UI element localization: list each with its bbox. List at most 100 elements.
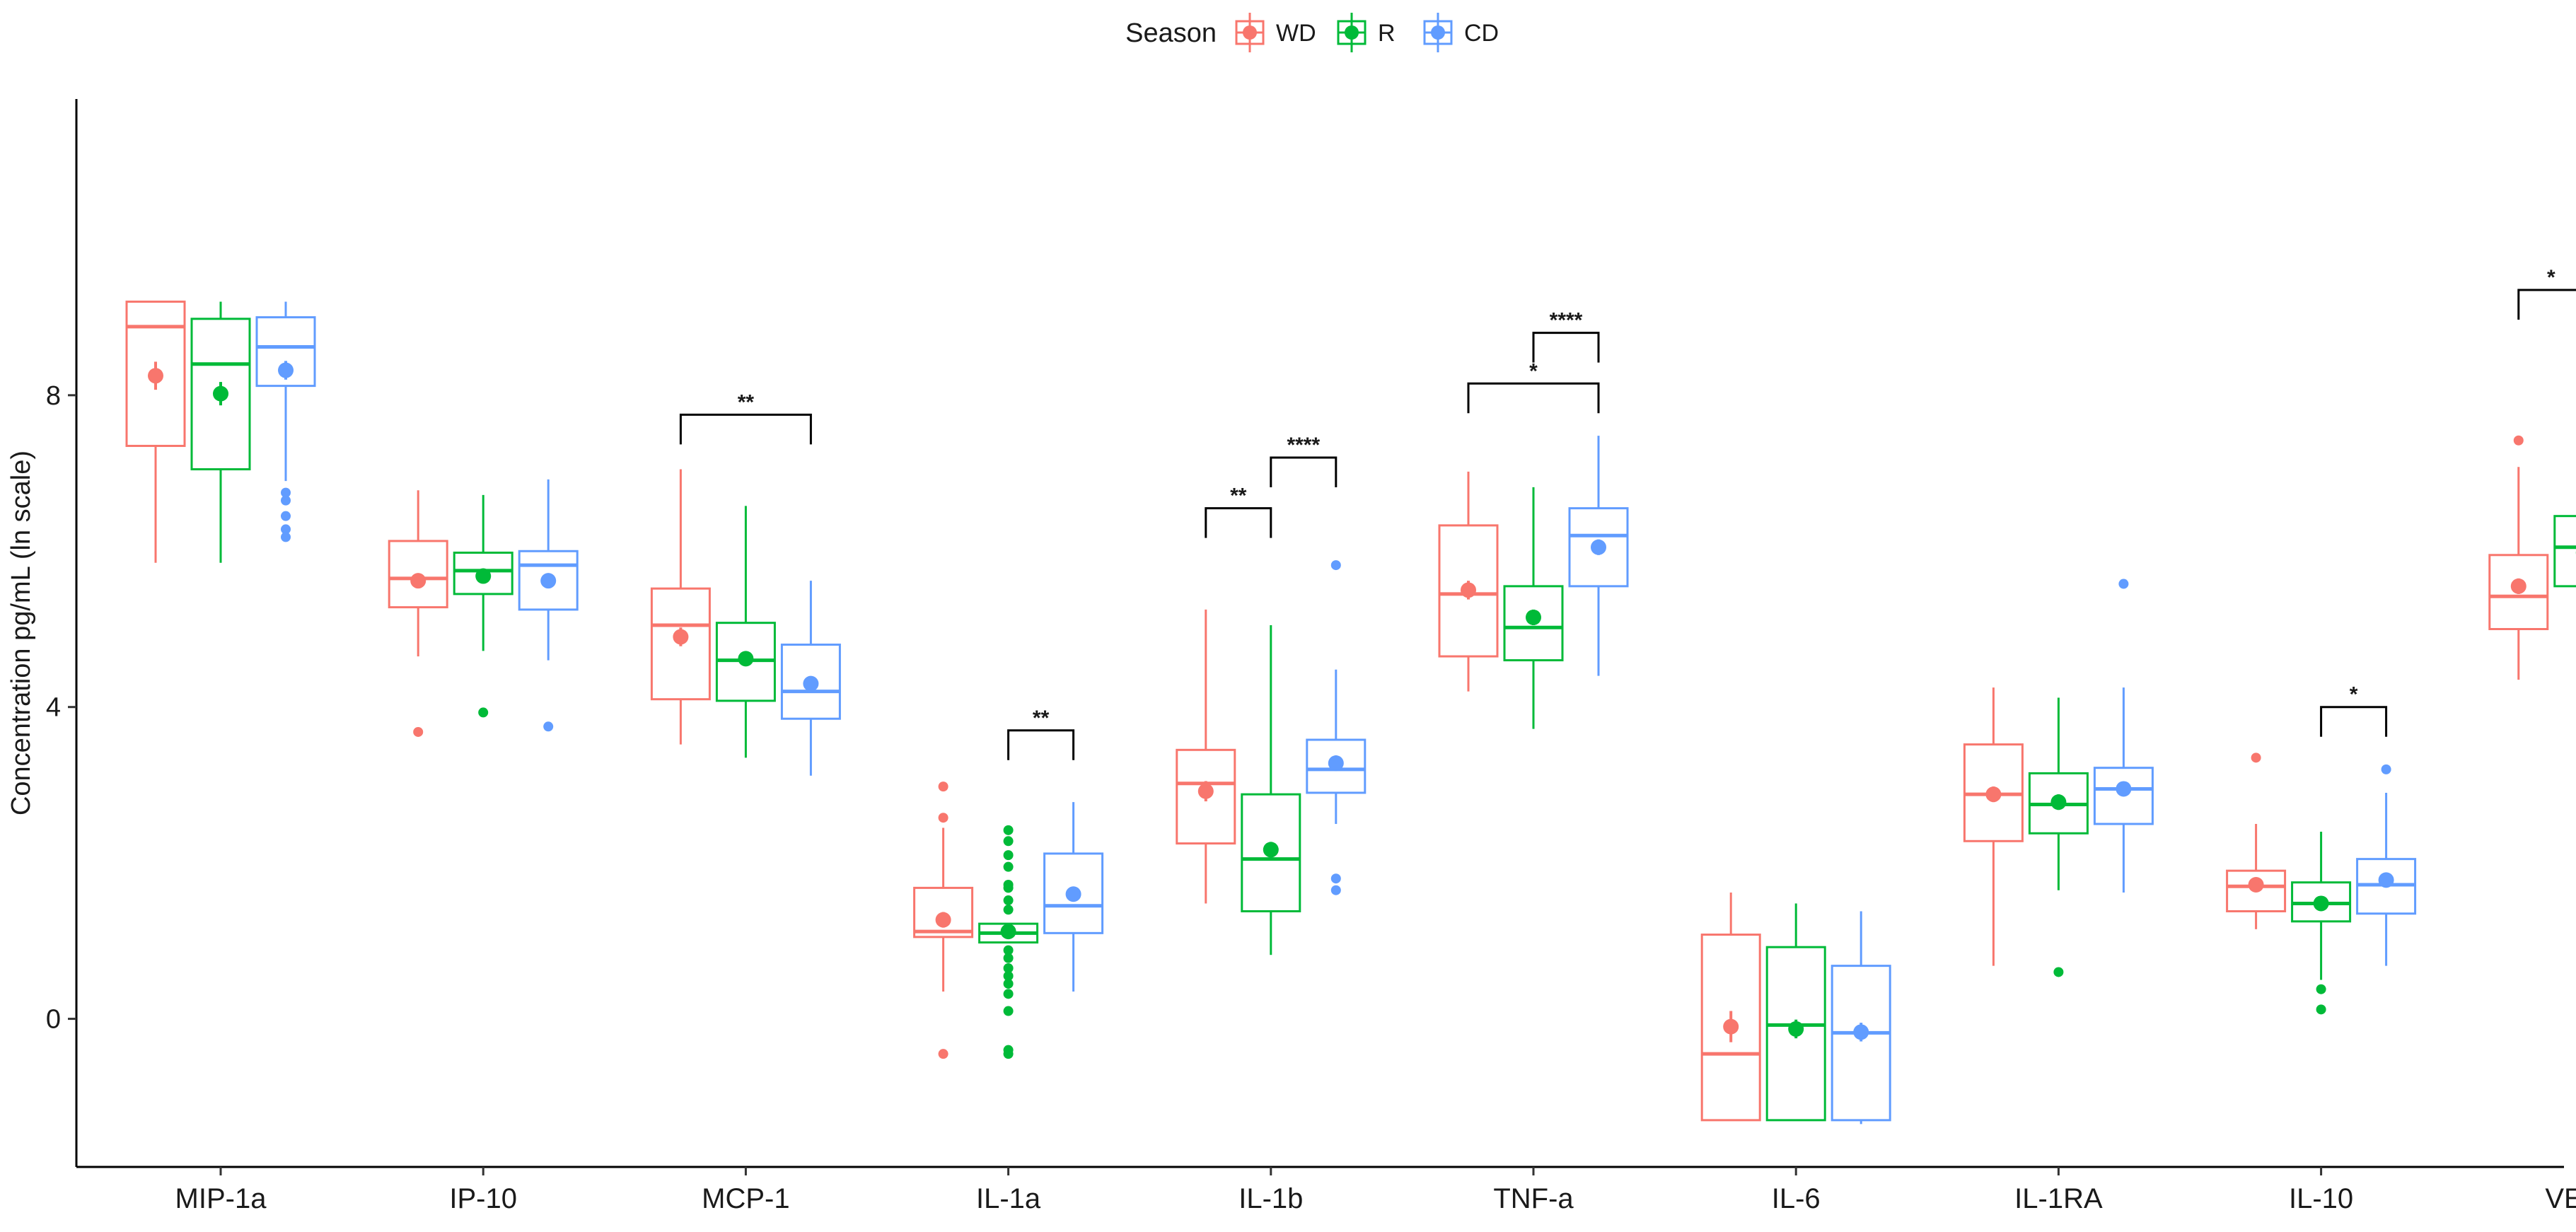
mean-point [148, 368, 163, 384]
mean-point [2116, 781, 2132, 797]
y-tick-label: 0 [46, 1005, 61, 1035]
legend-key-wd: WD [1235, 13, 1316, 52]
box [2093, 767, 2154, 825]
outlier-point [1003, 836, 1014, 847]
outlier-point [1330, 873, 1341, 884]
y-axis-title: Concentration pg/mL (ln scale) [6, 451, 36, 815]
outlier-point [1003, 1045, 1014, 1055]
box [453, 551, 514, 595]
outlier-point [1003, 861, 1014, 872]
outlier-point [2513, 435, 2524, 446]
outlier-point [281, 487, 291, 498]
significance-label: * [2547, 266, 2555, 289]
outlier-point [938, 781, 948, 792]
y-tick-label: 8 [46, 381, 61, 411]
legend-label: CD [1464, 20, 1499, 47]
box [1568, 507, 1629, 588]
series-wd [125, 301, 2549, 1122]
legend-point [1345, 25, 1359, 40]
box [1043, 852, 1104, 934]
series-r [190, 301, 2576, 1122]
mean-point [1526, 609, 1541, 625]
box [1831, 965, 1891, 1122]
outlier-point [1003, 945, 1014, 955]
legend-key-r: R [1337, 13, 1396, 52]
outlier-point [1003, 905, 1014, 915]
outlier-point [1003, 850, 1014, 861]
x-tick-label: TNF-a [1493, 1183, 1574, 1214]
mean-point [1985, 786, 2002, 803]
x-tick-label: IL-1RA [2014, 1183, 2103, 1214]
box [388, 540, 448, 609]
outlier-point [543, 721, 554, 732]
x-tick-label: IL-6 [1772, 1183, 1821, 1214]
outlier-point [1003, 978, 1014, 989]
outlier-point [2053, 967, 2064, 977]
mean-point [673, 629, 689, 645]
box [2488, 554, 2549, 630]
significance-bracket [1205, 507, 1272, 538]
x-tick-label: IL-1a [976, 1183, 1041, 1214]
mean-point [1065, 886, 1081, 902]
mean-point [1197, 783, 1214, 799]
significance-bracket [679, 413, 812, 445]
legend-label: WD [1276, 20, 1316, 47]
outlier-point [1330, 885, 1341, 895]
mean-point [1591, 539, 1606, 555]
mean-point [1853, 1024, 1869, 1040]
mean-point [738, 651, 754, 667]
outlier-point [2251, 752, 2261, 763]
significance-bracket [1532, 332, 1600, 363]
outlier-point [281, 511, 291, 521]
significance-bracket [1270, 456, 1338, 488]
box [255, 316, 316, 388]
box [1438, 524, 1499, 658]
axes [75, 99, 2564, 1168]
mean-point [2313, 895, 2329, 912]
mean-point [475, 568, 492, 584]
mean-point [935, 912, 951, 928]
legend-key-cd: CD [1423, 13, 1499, 52]
box [1503, 585, 1564, 662]
outlier-point [2381, 764, 2391, 774]
box [1176, 748, 1236, 845]
mean-point [540, 573, 557, 589]
significance-bracket [2320, 706, 2388, 737]
outlier-point [938, 813, 948, 823]
mean-point [1263, 842, 1279, 858]
significance-label: * [2350, 683, 2358, 707]
box [190, 318, 251, 471]
outlier-point [2316, 1004, 2326, 1015]
y-tick-label: 4 [46, 693, 61, 723]
legend-point [1431, 25, 1445, 40]
outlier-point [1003, 970, 1014, 981]
box [518, 550, 579, 611]
legend: Season WD R CD [1125, 13, 1499, 52]
outlier-point [938, 1049, 948, 1059]
mean-point [2050, 794, 2067, 810]
x-tick-label: MIP-1a [175, 1183, 267, 1214]
outlier-point [413, 726, 424, 737]
significance-bracket [1007, 729, 1075, 760]
mean-point [1000, 924, 1016, 940]
significance-bracket [2517, 289, 2576, 320]
box [125, 301, 186, 447]
legend-point [1243, 25, 1257, 40]
significance-label: **** [1287, 434, 1320, 457]
significance-label: * [1529, 359, 1538, 383]
box [650, 587, 711, 701]
outlier-point [281, 524, 291, 535]
box [2226, 869, 2287, 912]
outlier-point [1003, 953, 1014, 963]
significance-label: ** [738, 390, 755, 414]
mean-point [410, 573, 427, 589]
x-tick-label: IP-10 [449, 1183, 517, 1214]
outlier-point [1003, 963, 1014, 973]
outlier-point [1003, 880, 1014, 890]
significance-bracket [1467, 382, 1600, 414]
significance-label: ** [1033, 707, 1050, 730]
mean-point [1328, 755, 1344, 772]
outlier-point [1003, 1006, 1014, 1016]
